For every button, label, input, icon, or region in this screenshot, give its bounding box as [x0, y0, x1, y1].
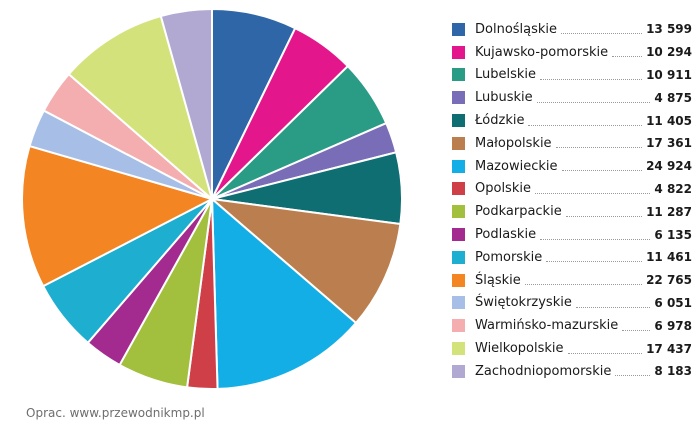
legend-swatch	[452, 228, 465, 242]
legend-swatch	[452, 159, 465, 173]
legend-item: Dolnośląskie 13 599	[452, 18, 692, 41]
legend-value: 17 437	[646, 341, 692, 356]
legend-label: Świętokrzyskie	[475, 295, 572, 311]
leader-dots	[540, 78, 643, 80]
legend-swatch	[452, 296, 465, 310]
legend-swatch	[452, 22, 465, 36]
legend-value: 11 405	[646, 113, 692, 128]
legend-label: Dolnośląskie	[475, 21, 558, 37]
legend-swatch	[452, 114, 465, 128]
legend-value: 6 978	[654, 318, 692, 333]
legend-label: Małopolskie	[475, 135, 552, 151]
pie-chart	[21, 7, 403, 390]
legend-label: Lubelskie	[475, 67, 537, 83]
legend-swatch	[452, 136, 465, 150]
legend-swatch	[452, 68, 465, 82]
legend-value: 13 599	[646, 22, 692, 37]
legend-label: Łódzkie	[475, 113, 525, 129]
leader-dots	[546, 260, 643, 263]
pie-slice-6	[208, 197, 402, 325]
legend-value: 4 822	[654, 181, 692, 196]
legend-swatch	[452, 273, 465, 287]
leader-dots	[567, 352, 643, 354]
legend-value: 11 461	[646, 250, 692, 265]
leader-dots	[561, 169, 643, 172]
legend-swatch	[452, 250, 465, 264]
legend-item: Zachodniopomorskie 8 183	[452, 360, 692, 383]
legend: Dolnośląskie 13 599 Kujawsko-pomorskie 10 2…	[452, 18, 692, 383]
leader-dots	[615, 374, 651, 377]
legend-label: Mazowieckie	[475, 158, 558, 174]
legend-swatch	[452, 342, 465, 356]
legend-label: Zachodniopomorskie	[475, 363, 612, 379]
legend-item: Pomorskie 11 461	[452, 246, 692, 269]
leader-dots	[622, 329, 651, 331]
legend-swatch	[452, 182, 465, 196]
leader-dots	[536, 101, 651, 103]
legend-item: Kujawsko-pomorskie 10 294	[452, 41, 692, 64]
legend-value: 6 051	[654, 295, 692, 310]
legend-item: Śląskie 22 765	[452, 269, 692, 292]
legend-value: 24 924	[646, 159, 692, 174]
legend-item: Mazowieckie 24 924	[452, 155, 692, 178]
legend-item: Łódzkie 11 405	[452, 109, 692, 132]
legend-label: Opolskie	[475, 181, 531, 197]
legend-swatch	[452, 205, 465, 219]
legend-swatch	[452, 319, 465, 333]
leader-dots	[565, 215, 643, 217]
source-note: Oprac. www.przewodnikmp.pl	[26, 406, 205, 420]
pie-slice-15	[67, 14, 214, 202]
leader-dots	[540, 238, 651, 240]
leader-dots	[528, 124, 643, 126]
legend-label: Pomorskie	[475, 249, 543, 265]
legend-item: Opolskie 4 822	[452, 178, 692, 201]
legend-item: Warmińsko-mazurskie 6 978	[452, 314, 692, 337]
legend-value: 4 875	[654, 90, 692, 105]
legend-label: Warmińsko-mazurskie	[475, 318, 619, 334]
legend-value: 11 287	[646, 204, 692, 219]
legend-swatch	[452, 364, 465, 378]
legend-label: Lubuskie	[475, 90, 533, 106]
legend-item: Podkarpackie 11 287	[452, 200, 692, 223]
pie-slice-16	[159, 7, 213, 200]
leader-dots	[561, 32, 643, 35]
leader-dots	[524, 283, 643, 286]
legend-swatch	[452, 91, 465, 105]
leader-dots	[612, 55, 643, 58]
legend-value: 10 294	[646, 45, 692, 60]
pie-slice-7	[210, 196, 358, 390]
pie-slice-12	[21, 144, 215, 288]
legend-item: Lubuskie 4 875	[452, 86, 692, 109]
legend-value: 10 911	[646, 67, 692, 82]
leader-dots	[575, 306, 651, 308]
legend-value: 17 361	[646, 136, 692, 151]
legend-value: 22 765	[646, 273, 692, 288]
legend-item: Lubelskie 10 911	[452, 64, 692, 87]
legend-label: Wielkopolskie	[475, 341, 564, 357]
legend-item: Świętokrzyskie 6 051	[452, 292, 692, 315]
legend-item: Podlaskie 6 135	[452, 223, 692, 246]
legend-item: Wielkopolskie 17 437	[452, 337, 692, 360]
legend-label: Podlaskie	[475, 227, 537, 243]
leader-dots	[534, 192, 651, 194]
leader-dots	[555, 146, 643, 149]
legend-swatch	[452, 45, 465, 59]
legend-value: 8 183	[654, 364, 692, 379]
legend-label: Śląskie	[475, 272, 521, 288]
legend-label: Kujawsko-pomorskie	[475, 44, 609, 60]
legend-label: Podkarpackie	[475, 204, 562, 220]
legend-item: Małopolskie 17 361	[452, 132, 692, 155]
legend-value: 6 135	[654, 227, 692, 242]
